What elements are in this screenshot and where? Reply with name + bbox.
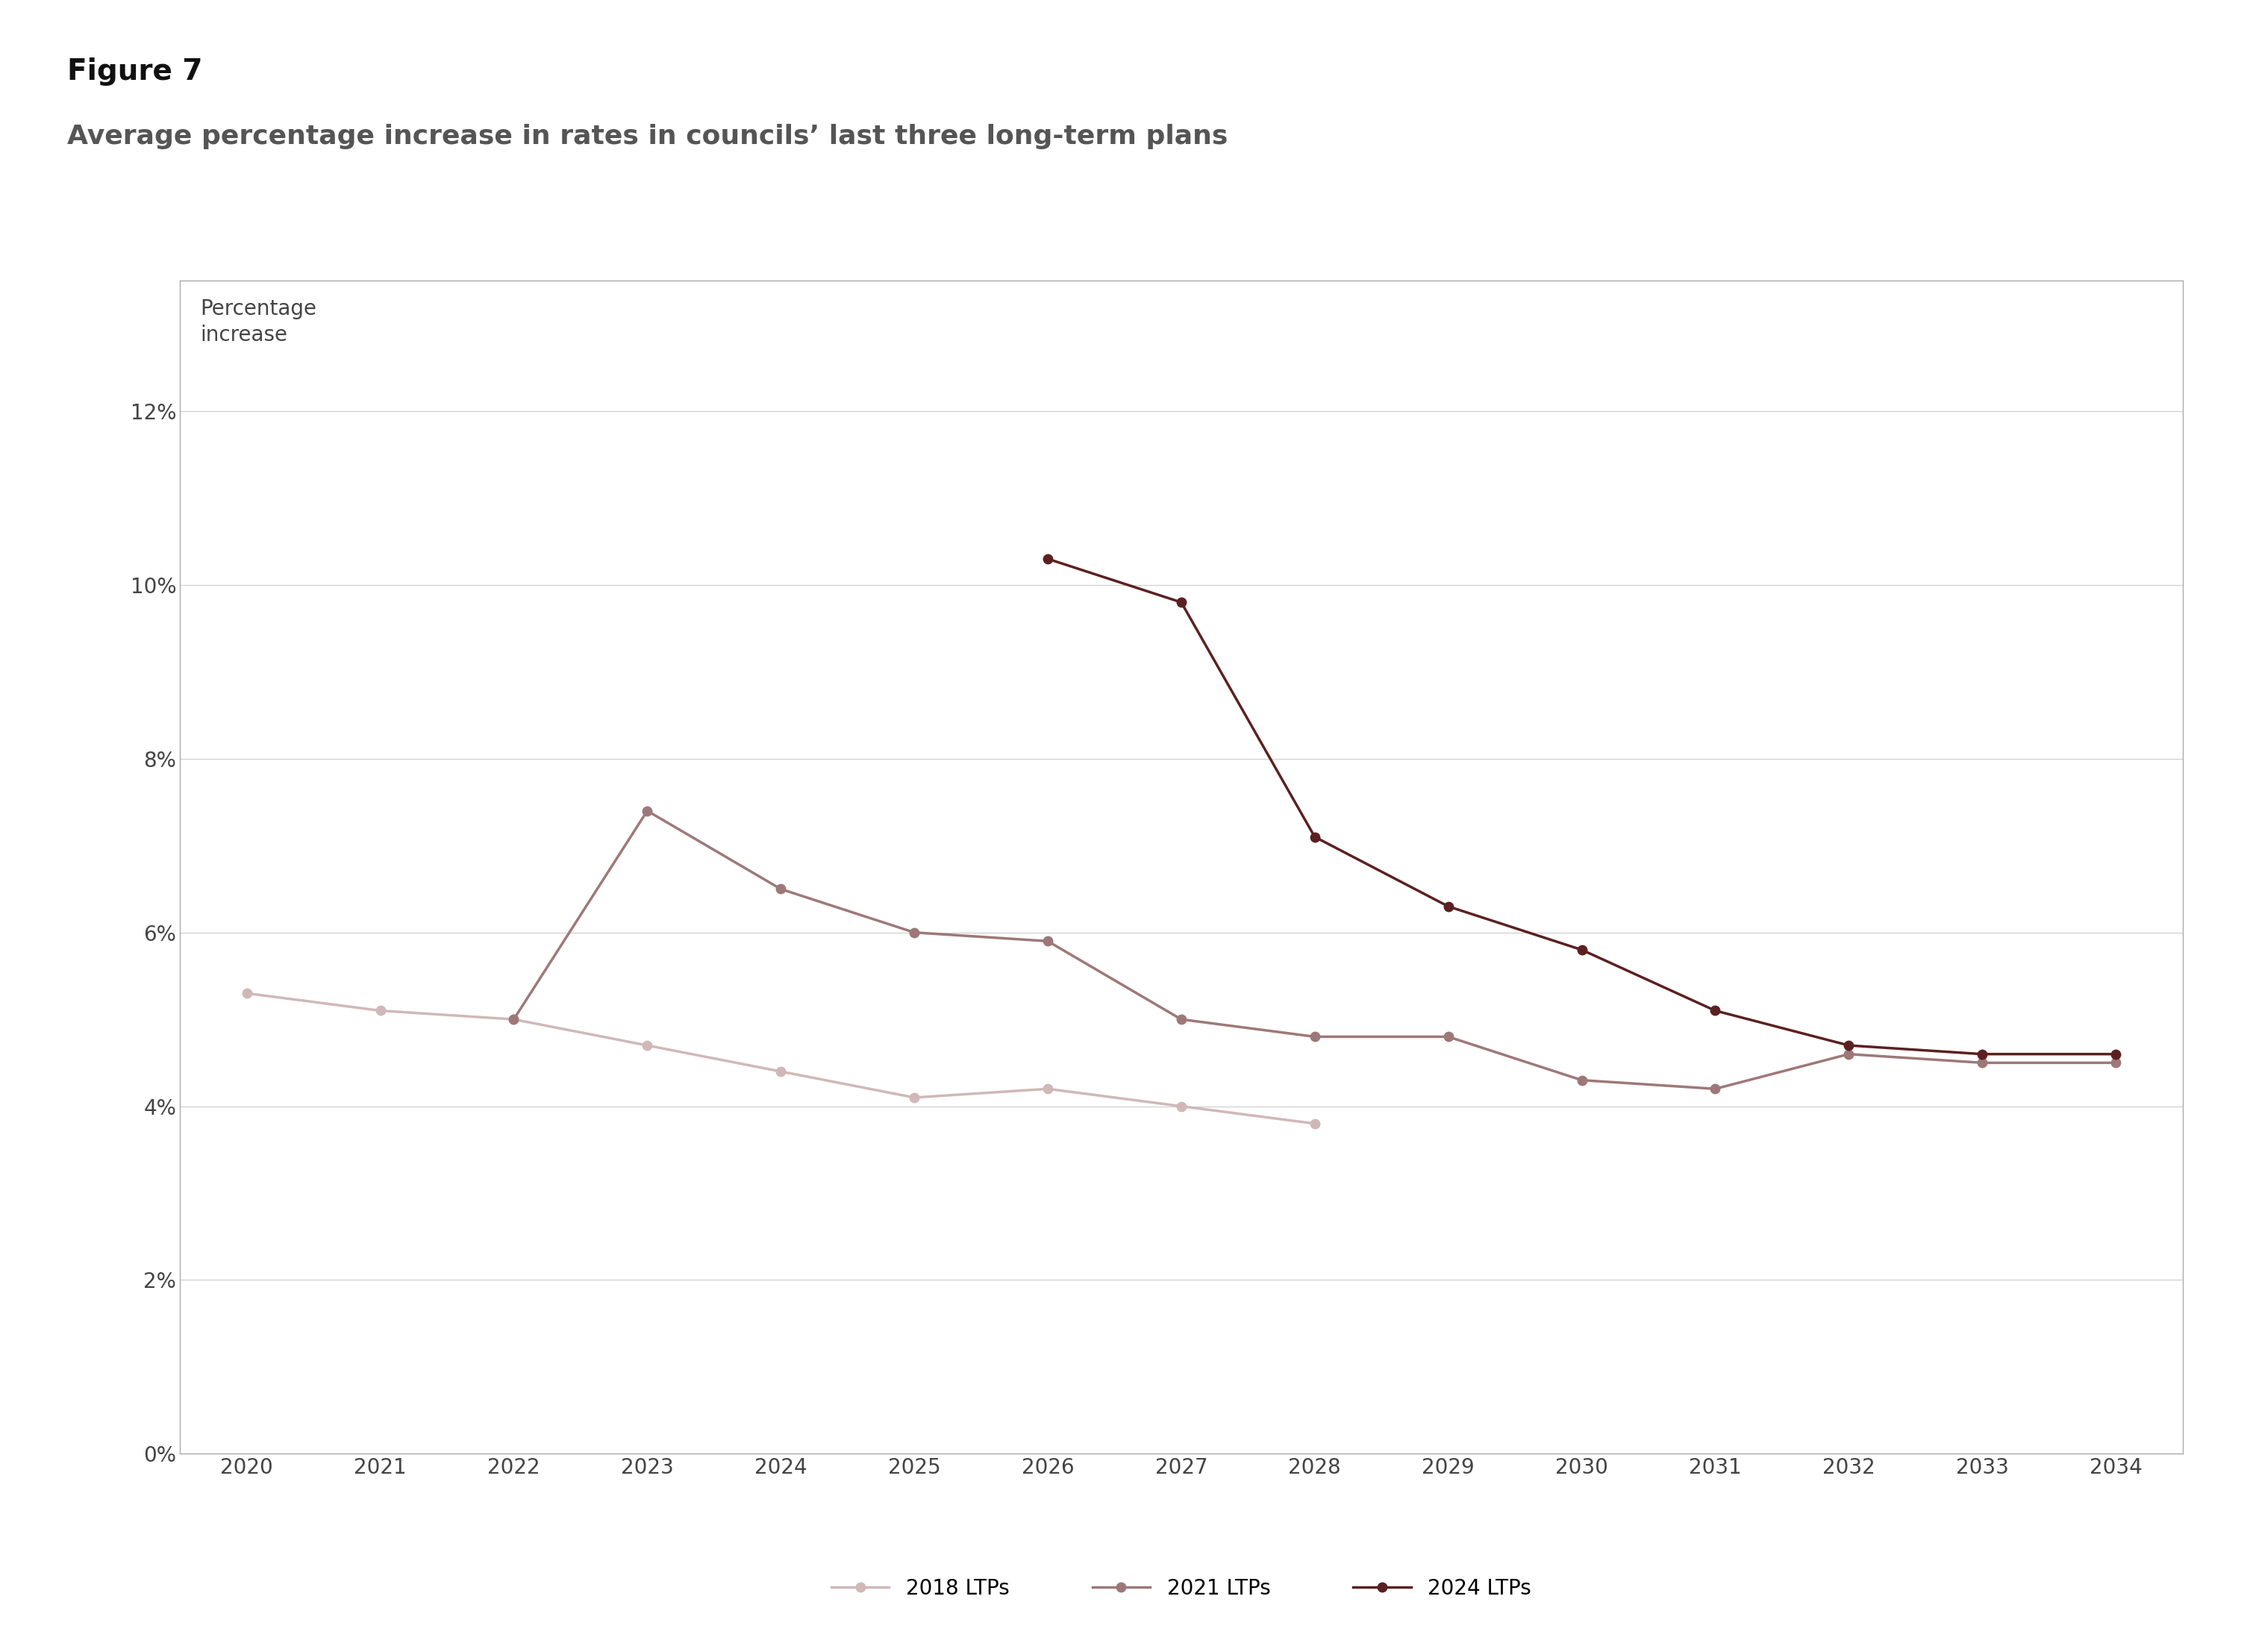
2018 LTPs [634,1036,662,1056]
2021 LTPs [1436,1028,1462,1047]
Line: 2021 LTPs: 2021 LTPs [508,806,2120,1094]
2021 LTPs [1168,1009,1195,1029]
2021 LTPs [1969,1052,1996,1072]
2021 LTPs [1701,1079,1728,1099]
2021 LTPs [1300,1028,1328,1047]
Text: Figure 7: Figure 7 [68,58,203,86]
2024 LTPs [1701,1001,1728,1021]
2021 LTPs [1035,932,1062,952]
Text: Percentage
increase: Percentage increase [200,299,317,345]
2021 LTPs [1836,1044,1863,1064]
2024 LTPs [1300,828,1328,847]
2018 LTPs [900,1087,927,1107]
2024 LTPs [1969,1044,1996,1064]
2018 LTPs [500,1009,527,1029]
2018 LTPs [767,1062,794,1082]
Legend: 2018 LTPs, 2021 LTPs, 2024 LTPs: 2018 LTPs, 2021 LTPs, 2024 LTPs [824,1569,1539,1607]
2018 LTPs [367,1001,394,1021]
2018 LTPs [1168,1097,1195,1117]
2021 LTPs [634,801,662,821]
2024 LTPs [1168,593,1195,613]
2021 LTPs [767,879,794,899]
2018 LTPs [1300,1113,1328,1133]
2024 LTPs [1836,1036,1863,1056]
2018 LTPs [234,983,261,1003]
Line: 2024 LTPs: 2024 LTPs [1044,553,2120,1059]
2021 LTPs [2102,1052,2128,1072]
2021 LTPs [500,1009,527,1029]
2024 LTPs [1436,897,1462,917]
2024 LTPs [2102,1044,2128,1064]
2021 LTPs [900,922,927,942]
2024 LTPs [1035,548,1062,568]
Text: Average percentage increase in rates in councils’ last three long-term plans: Average percentage increase in rates in … [68,124,1229,149]
2018 LTPs [1035,1079,1062,1099]
2021 LTPs [1568,1070,1595,1090]
Line: 2018 LTPs: 2018 LTPs [243,988,1318,1128]
2024 LTPs [1568,940,1595,960]
